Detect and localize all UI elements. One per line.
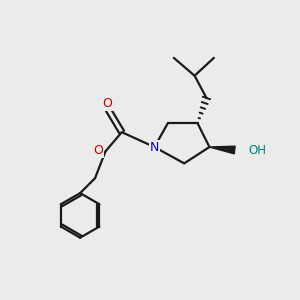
Text: O: O [93, 143, 103, 157]
Text: N: N [150, 140, 159, 154]
Text: OH: OH [248, 144, 266, 157]
Polygon shape [209, 146, 235, 154]
Text: O: O [102, 97, 112, 110]
